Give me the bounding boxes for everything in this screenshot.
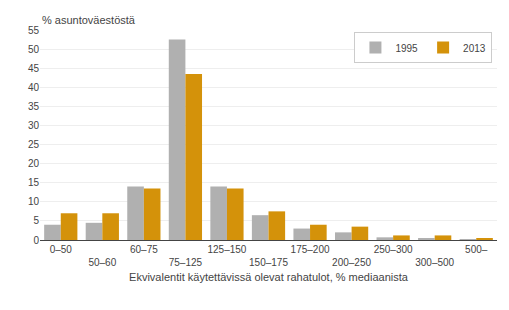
svg-text:55: 55: [28, 25, 40, 36]
svg-text:45: 45: [28, 63, 40, 74]
svg-text:150–175: 150–175: [249, 257, 288, 268]
svg-text:250–300: 250–300: [374, 244, 413, 255]
svg-text:1995: 1995: [395, 43, 418, 54]
svg-text:35: 35: [28, 101, 40, 112]
svg-text:50–60: 50–60: [88, 257, 116, 268]
svg-text:20: 20: [28, 158, 40, 169]
svg-text:30: 30: [28, 120, 40, 131]
svg-text:0: 0: [33, 235, 39, 246]
svg-text:% asuntoväestöstä: % asuntoväestöstä: [42, 14, 136, 26]
svg-text:200–250: 200–250: [332, 257, 371, 268]
svg-text:300–500: 300–500: [415, 257, 454, 268]
svg-text:25: 25: [28, 139, 40, 150]
svg-text:Ekvivalentit käytettävissä ole: Ekvivalentit käytettävissä olevat rahatu…: [129, 271, 409, 283]
svg-text:5: 5: [33, 215, 39, 226]
svg-text:2013: 2013: [463, 43, 486, 54]
svg-text:10: 10: [28, 196, 40, 207]
svg-text:60–75: 60–75: [130, 244, 158, 255]
svg-text:500–: 500–: [465, 244, 488, 255]
svg-text:0–50: 0–50: [50, 244, 73, 255]
svg-text:75–125: 75–125: [169, 257, 203, 268]
svg-text:50: 50: [28, 44, 40, 55]
svg-text:125–150: 125–150: [207, 244, 246, 255]
svg-text:15: 15: [28, 177, 40, 188]
svg-text:175–200: 175–200: [291, 244, 330, 255]
svg-text:40: 40: [28, 82, 40, 93]
